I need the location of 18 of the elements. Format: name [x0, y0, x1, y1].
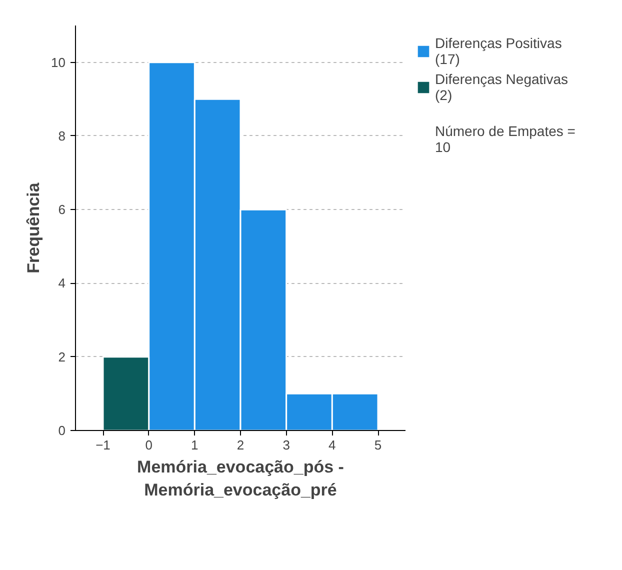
x-tick-label: 4	[328, 438, 336, 452]
x-tick-label: 5	[374, 438, 382, 452]
y-axis-title: Frequência	[24, 182, 44, 274]
y-tick-label: 4	[58, 276, 66, 291]
y-tick-label: 2	[58, 349, 66, 364]
x-axis-title: Memória_evocação_pós - Memória_evocação_pré	[137, 458, 344, 500]
legend-label: Diferenças Negativas (2)	[435, 71, 568, 103]
y-tick-label: 6	[58, 202, 66, 218]
x-tick-label: −1	[96, 438, 110, 452]
y-tick-label: 8	[58, 128, 66, 144]
text: Número de Empates = 10	[435, 122, 576, 155]
x-tick-label: 2	[236, 438, 244, 452]
x-tick-label: 1	[191, 438, 198, 452]
x-tick-label: 3	[282, 438, 290, 452]
y-tick-label: 10	[51, 54, 66, 70]
legend-label: Diferenças Positivas (17)	[435, 35, 562, 67]
x-tick-label: 0	[145, 438, 152, 452]
y-tick-label: 0	[58, 423, 66, 438]
